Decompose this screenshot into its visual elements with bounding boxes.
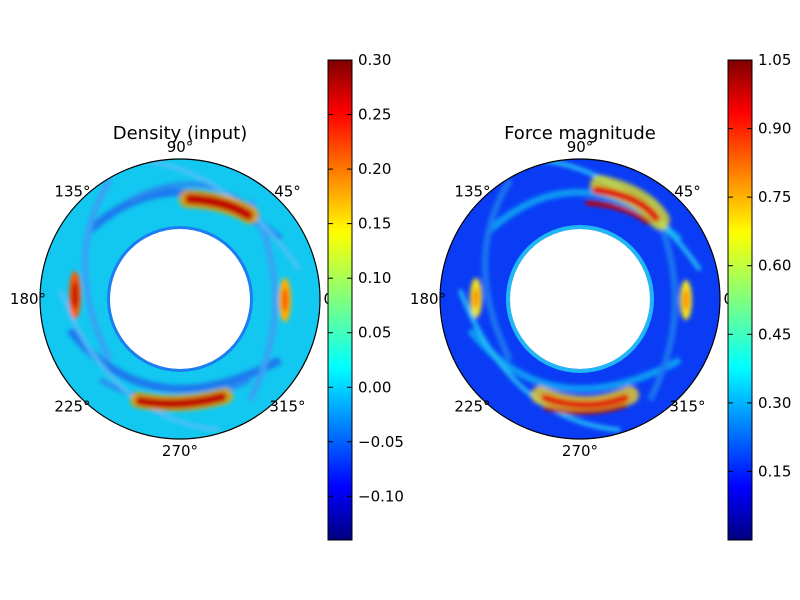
force-angular-tick-45: 45° (674, 183, 701, 201)
force-polar-panel: Force magnitude (410, 123, 741, 460)
density-colorbar-tick-label: 0.05 (358, 324, 391, 342)
density-angular-tick-180: 180° (10, 290, 46, 308)
density-angular-tick-90: 90° (167, 138, 194, 156)
density-colorbar-tick-label: 0.30 (358, 51, 391, 69)
force-colorbar-tick-label: 0.60 (758, 257, 791, 275)
density-colorbar-tick-label: 0.25 (358, 106, 391, 124)
force-colorbar-tick-label: 0.30 (758, 394, 791, 412)
force-angular-tick-90: 90° (567, 138, 594, 156)
density-angular-tick-270: 270° (162, 442, 198, 460)
force-angular-tick-270: 270° (562, 442, 598, 460)
force-title: Force magnitude (504, 123, 656, 144)
force-colorbar-tick-label: 0.75 (758, 188, 791, 206)
density-title: Density (input) (113, 123, 248, 144)
density-colorbar-gradient (327, 59, 353, 541)
density-heatmap (40, 159, 320, 439)
density-polar-frame (39, 158, 321, 440)
density-colorbar-tick-label: 0.00 (358, 378, 391, 396)
density-angular-tick-135: 135° (54, 183, 90, 201)
density-colorbar-tick-label: −0.10 (358, 487, 404, 505)
force-angular-tick-225: 225° (454, 398, 490, 416)
force-colorbar-tick-label: 0.45 (758, 325, 791, 343)
force-colorbar-tick-label: 1.05 (758, 51, 791, 69)
density-colorbar: −0.10 −0.05 0.00 0.05 0.10 0.15 0.20 0.25 0.30 (327, 51, 404, 541)
force-angular-tick-180: 180° (410, 290, 446, 308)
density-colorbar-tick-label: 0.20 (358, 160, 391, 178)
force-colorbar-tick-label: 0.15 (758, 462, 791, 480)
density-colorbar-tick-label: 0.15 (358, 215, 391, 233)
force-polar-frame (439, 158, 721, 440)
density-colorbar-tick-label: −0.05 (358, 433, 404, 451)
force-colorbar-tick-label: 0.90 (758, 120, 791, 138)
density-angular-tick-45: 45° (274, 183, 301, 201)
density-angular-tick-315: 315° (269, 398, 305, 416)
force-angular-tick-315: 315° (669, 398, 705, 416)
force-colorbar: 0.15 0.30 0.45 0.60 0.75 0.90 1.05 (727, 51, 791, 541)
density-polar-panel: Density (input) (10, 123, 341, 460)
density-angular-tick-225: 225° (54, 398, 90, 416)
force-heatmap (440, 159, 720, 439)
density-colorbar-tick-label: 0.10 (358, 269, 391, 287)
force-angular-tick-135: 135° (454, 183, 490, 201)
force-colorbar-gradient (727, 59, 753, 541)
